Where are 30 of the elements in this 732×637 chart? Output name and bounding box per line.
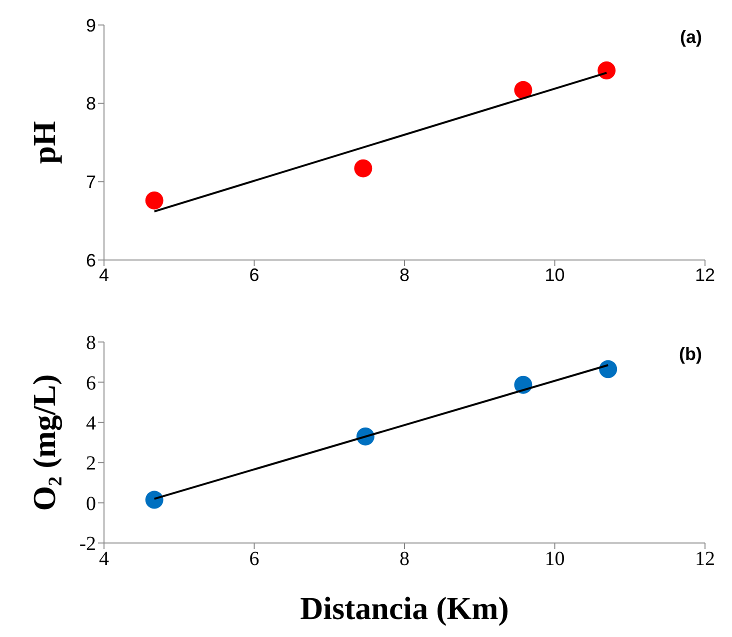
x-tick-label: 8 <box>400 548 410 570</box>
annotation: (a) <box>680 27 702 48</box>
x-axis-title: Distancia (Km) <box>300 590 509 626</box>
x-tick-label: 6 <box>249 548 260 570</box>
y-tick-label: 8 <box>86 94 96 114</box>
y-tick-label: 6 <box>86 372 96 394</box>
y-tick-label: 4 <box>86 412 96 434</box>
point <box>145 490 164 509</box>
x-tick-label: 12 <box>694 264 716 285</box>
point <box>145 191 164 210</box>
x-tick-label: 6 <box>249 264 260 285</box>
point <box>354 159 372 178</box>
y-tick-label: 6 <box>86 250 96 270</box>
y-tick-label: 7 <box>86 172 96 192</box>
point <box>599 360 618 378</box>
y-axis-title: O₂ (mg/L) <box>26 374 63 511</box>
annotation: (b) <box>679 344 702 365</box>
y-tick-label: 8 <box>86 332 96 354</box>
y-axis-title: pH <box>26 121 62 164</box>
y-tick-label: -2 <box>79 533 96 556</box>
x-tick-label: 4 <box>98 264 110 285</box>
point <box>598 61 616 80</box>
y-tick-label: 0 <box>86 492 96 515</box>
x-tick-label: 12 <box>695 548 715 570</box>
x-tick-label: 8 <box>399 264 410 285</box>
x-tick-label: 10 <box>544 548 565 570</box>
point <box>514 81 532 100</box>
x-tick-label: 10 <box>544 264 565 285</box>
y-tick-label: 2 <box>86 452 96 475</box>
y-tick-label: 9 <box>86 15 96 36</box>
